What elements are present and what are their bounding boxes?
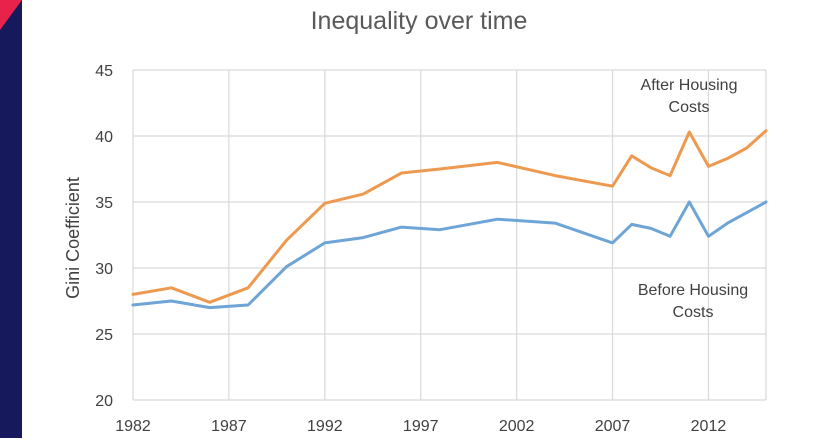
x-tick-label: 1982 [115, 418, 151, 435]
red-corner-accent [0, 0, 22, 30]
x-tick-label: 2007 [595, 418, 631, 435]
y-tick-label: 25 [95, 327, 113, 344]
y-axis-label: Gini Coefficient [63, 177, 83, 299]
x-tick-label: 1992 [307, 418, 343, 435]
y-tick-label: 40 [95, 129, 113, 146]
series-annotation: Costs [673, 304, 714, 321]
series-annotation: Before Housing [638, 282, 748, 299]
x-tick-label: 1997 [403, 418, 439, 435]
annotations: After Housing Costs Before Housing Costs [638, 77, 748, 321]
y-tick-label: 20 [95, 393, 113, 410]
series-annotation: Costs [669, 99, 710, 116]
series-annotation: After Housing [641, 77, 738, 94]
x-tick-label: 2012 [691, 418, 727, 435]
y-tick-label: 35 [95, 195, 113, 212]
x-tick-label: 2002 [499, 418, 535, 435]
x-tick-label: 1987 [211, 418, 247, 435]
before-housing-costs-line [131, 200, 768, 310]
after-housing-costs-line [131, 129, 768, 304]
side-decoration-bar [0, 0, 22, 438]
y-tick-labels: 20 25 30 35 40 45 [95, 63, 113, 410]
x-tick-labels: 1982 1987 1992 1997 2002 2007 2012 [115, 418, 726, 435]
y-tick-label: 45 [95, 63, 113, 80]
series-lines [131, 129, 768, 310]
chart-title: Inequality over time [311, 7, 528, 35]
y-tick-label: 30 [95, 261, 113, 278]
grid-lines [132, 69, 767, 401]
